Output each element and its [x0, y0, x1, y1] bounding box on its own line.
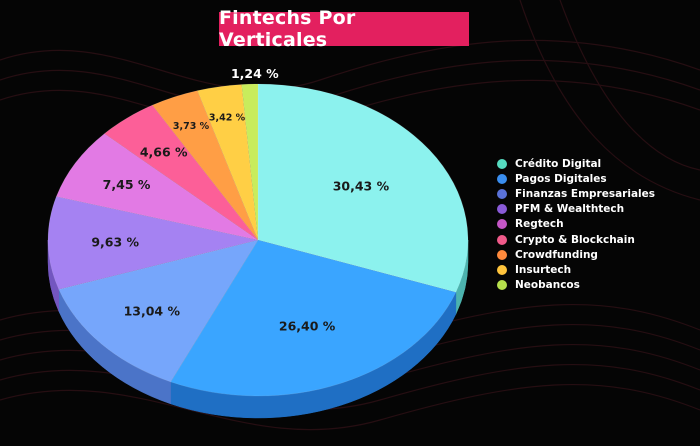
legend-label: Finanzas Empresariales	[515, 187, 656, 200]
legend-swatch	[497, 204, 507, 215]
legend-label: Pagos Digitales	[515, 172, 607, 185]
pie-slice-2	[58, 239, 259, 383]
pie-slice-4	[55, 133, 259, 241]
pie-slice-1	[170, 239, 457, 397]
legend-item-5: Crypto & Blockchain	[497, 232, 655, 247]
pie-slice-8	[241, 83, 259, 241]
data-label-1: 26,40 %	[279, 319, 336, 334]
data-label-5: 4,66 %	[140, 145, 188, 160]
legend-swatch	[497, 280, 507, 291]
data-label-0: 30,43 %	[333, 178, 390, 193]
legend-label: Insurtech	[515, 263, 572, 276]
legend-item-4: Regtech	[497, 217, 655, 232]
legend-label: Crowdfunding	[515, 248, 598, 261]
legend-item-7: Insurtech	[497, 262, 655, 277]
chart-legend: Crédito Digital Pagos Digitales Finanzas E…	[497, 156, 655, 293]
legend-item-3: PFM & Wealthtech	[497, 202, 655, 217]
legend-label: Neobancos	[515, 279, 580, 292]
pie-slice-6	[151, 90, 259, 241]
chart-title: Fintechs Por Verticales	[219, 7, 469, 51]
pie-slice-7	[196, 84, 259, 241]
legend-swatch	[497, 188, 507, 199]
legend-label: Regtech	[515, 218, 564, 231]
legend-swatch	[497, 249, 507, 260]
legend-item-6: Crowdfunding	[497, 247, 655, 262]
pie-slice-5	[103, 104, 259, 241]
legend-swatch	[497, 234, 507, 245]
pie-slice-3	[47, 196, 259, 290]
pie-side-walls	[47, 239, 469, 419]
legend-label: PFM & Wealthtech	[515, 203, 625, 216]
data-label-2: 13,04 %	[124, 303, 181, 318]
legend-label: Crypto & Blockchain	[515, 233, 635, 246]
data-label-7: 3,42 %	[209, 113, 246, 124]
legend-item-0: Crédito Digital	[497, 156, 655, 171]
legend-swatch	[497, 158, 507, 169]
data-label-3: 9,63 %	[91, 234, 139, 249]
pie-data-labels: 30,43 % 26,40 % 13,04 % 9,63 % 7,45 % 4,66 % 3…	[91, 66, 389, 333]
legend-item-1: Pagos Digitales	[497, 171, 655, 186]
legend-label: Crédito Digital	[515, 157, 602, 170]
legend-item-2: Finanzas Empresariales	[497, 186, 655, 201]
data-label-8: 1,24 %	[231, 66, 279, 81]
legend-item-8: Neobancos	[497, 278, 655, 293]
legend-swatch	[497, 219, 507, 230]
pie-slices	[47, 83, 469, 397]
legend-swatch	[497, 173, 507, 184]
pie-slice-0	[257, 83, 469, 293]
data-label-4: 7,45 %	[103, 177, 151, 192]
legend-swatch	[497, 264, 507, 275]
data-label-6: 3,73 %	[173, 121, 210, 132]
